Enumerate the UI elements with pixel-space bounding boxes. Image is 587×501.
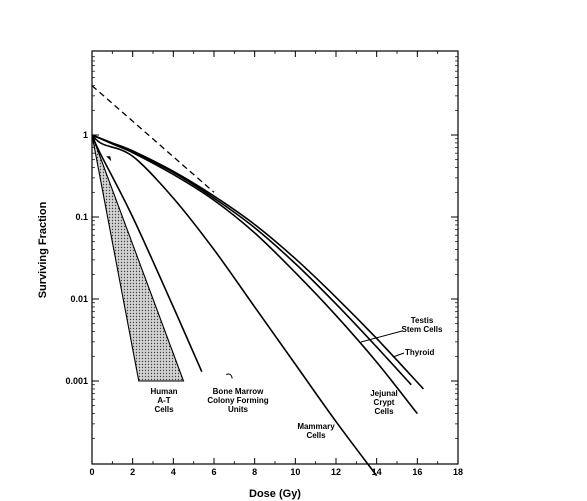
label-human-at-cells: Human A-T Cells bbox=[150, 387, 177, 414]
y-axis-label: Surviving Fraction bbox=[37, 201, 49, 298]
x-tick-label: 6 bbox=[211, 467, 216, 477]
x-tick-label: 8 bbox=[252, 467, 257, 477]
testis-leader bbox=[360, 330, 403, 343]
x-tick-label: 4 bbox=[171, 467, 176, 477]
arrow-mark bbox=[226, 373, 233, 379]
x-tick-label: 10 bbox=[290, 467, 300, 477]
plot-frame bbox=[91, 50, 459, 465]
label-testis-stem-cells: Testis Stem Cells bbox=[402, 316, 443, 334]
x-tick-label: 12 bbox=[331, 467, 341, 477]
marrow-curve bbox=[91, 134, 203, 372]
thyroid-leader bbox=[392, 352, 405, 358]
x-tick-label: 14 bbox=[372, 467, 382, 477]
y-tick-label: 0.001 bbox=[65, 376, 88, 386]
y-tick-label: 1 bbox=[83, 130, 88, 140]
x-tick-label: 16 bbox=[412, 467, 422, 477]
x-tick-label: 2 bbox=[130, 467, 135, 477]
label-jejunal-crypt-cells: Jejunal Crypt Cells bbox=[370, 389, 398, 416]
plot-area: 0 2 4 6 8 10 12 14 16 18 1 0.1 0.01 0.001 Human A-T Cell… bbox=[65, 50, 463, 477]
label-mammary-cells: Mammary Cells bbox=[297, 422, 335, 440]
testis-curve bbox=[91, 134, 412, 386]
at-cells-band bbox=[91, 134, 185, 382]
x-axis-label: Dose (Gy) bbox=[249, 488, 301, 500]
label-thyroid: Thyroid bbox=[405, 348, 434, 357]
x-tick-label: 18 bbox=[453, 467, 463, 477]
label-bone-marrow: Bone Marrow Colony Forming Units bbox=[207, 387, 268, 414]
x-tick-label: 0 bbox=[89, 467, 94, 477]
arrow-mark bbox=[106, 156, 112, 162]
y-tick-label: 0.1 bbox=[75, 212, 88, 222]
extrapolation-line bbox=[91, 85, 215, 193]
mammary-curve bbox=[91, 134, 378, 477]
y-tick-label: 0.01 bbox=[70, 294, 88, 304]
